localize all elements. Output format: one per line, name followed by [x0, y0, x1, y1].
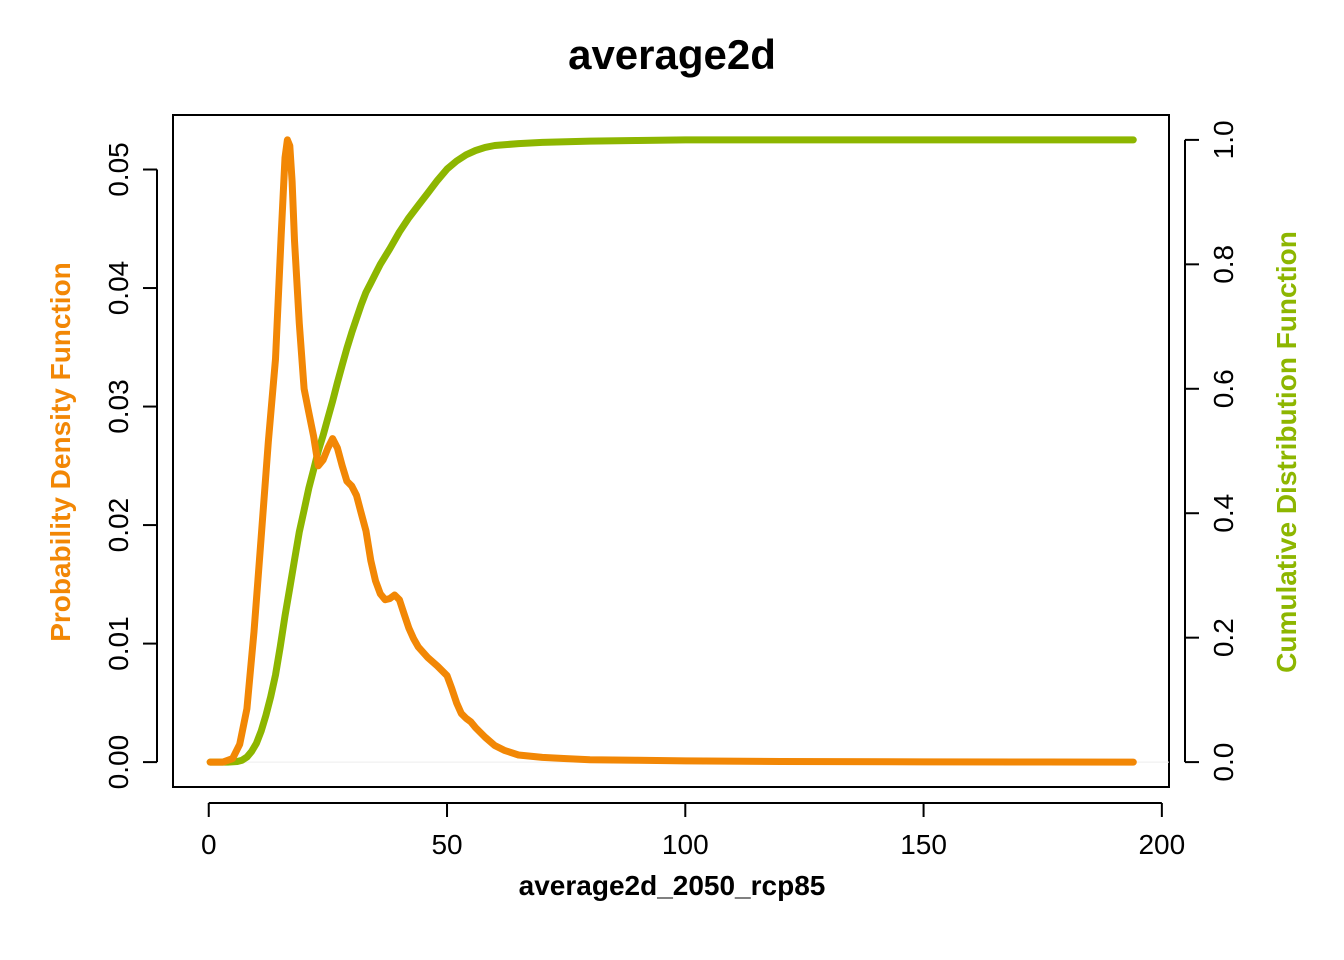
pdf-series-line	[206, 136, 1137, 766]
y-right-tick-label: 1.0	[1208, 120, 1239, 159]
x-tick-label: 150	[900, 829, 947, 860]
y-left-axis: 0.00 0.01 0.02 0.03 0.04 0.05	[103, 142, 158, 790]
y-right-tick-label: 0.6	[1208, 369, 1239, 408]
x-tick-label: 0	[201, 829, 217, 860]
y-right-axis: 0.0 0.2 0.4 0.6 0.8 1.0	[1184, 120, 1239, 782]
cdf-series-line	[206, 136, 1137, 766]
y-left-tick-label: 0.05	[103, 142, 134, 197]
y-left-tick-label: 0.03	[103, 379, 134, 434]
y-left-axis-label: Probability Density Function	[45, 262, 76, 642]
plot-frame	[172, 114, 1170, 788]
y-right-tick-label: 0.4	[1208, 494, 1239, 533]
chart-title: average2d	[568, 31, 776, 78]
x-axis-label: average2d_2050_rcp85	[519, 870, 826, 901]
series-layer	[206, 136, 1169, 766]
x-tick-label: 100	[662, 829, 709, 860]
y-right-tick-label: 0.8	[1208, 245, 1239, 284]
y-right-axis-label: Cumulative Distribution Function	[1271, 231, 1302, 673]
y-left-tick-label: 0.02	[103, 498, 134, 553]
y-left-tick-label: 0.01	[103, 616, 134, 671]
y-right-tick-label: 0.0	[1208, 743, 1239, 782]
x-axis: 0 50 100 150 200	[201, 802, 1185, 860]
y-left-tick-label: 0.00	[103, 735, 134, 790]
y-left-tick-label: 0.04	[103, 261, 134, 316]
x-tick-label: 50	[431, 829, 462, 860]
x-tick-label: 200	[1138, 829, 1185, 860]
y-right-tick-label: 0.2	[1208, 618, 1239, 657]
